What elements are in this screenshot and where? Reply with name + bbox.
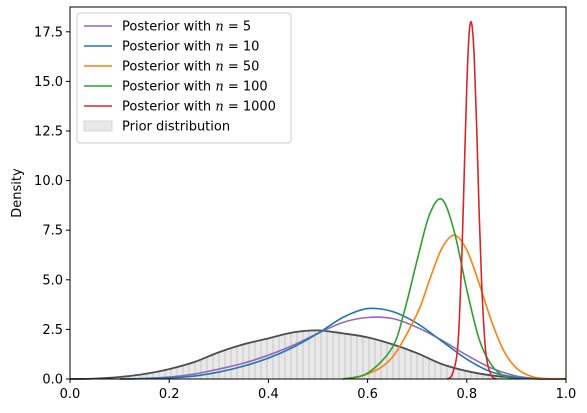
legend-prefix: Posterior with bbox=[122, 100, 215, 115]
y-tick-label: 17.5 bbox=[34, 25, 63, 40]
y-tick-label: 2.5 bbox=[42, 323, 63, 338]
x-tick-label: 0.2 bbox=[159, 387, 180, 402]
series-line-2 bbox=[342, 234, 567, 380]
legend-var: n bbox=[215, 100, 223, 115]
y-tick-label: 12.5 bbox=[34, 125, 63, 140]
x-axis: 0.0 0.2 0.4 0.6 0.8 1.0 bbox=[60, 379, 577, 402]
x-tick-label: 1.0 bbox=[556, 387, 577, 402]
prior-line bbox=[69, 329, 567, 380]
legend-value: 50 bbox=[243, 60, 260, 75]
legend-var: n bbox=[215, 80, 223, 95]
legend-prefix: Posterior with bbox=[122, 20, 215, 35]
legend-label-1: Posterior with n = 10 bbox=[122, 40, 259, 55]
axes-frame bbox=[69, 6, 567, 380]
legend-var: n bbox=[215, 60, 223, 75]
legend-value: 1000 bbox=[243, 100, 276, 115]
legend-label-4: Posterior with n = 1000 bbox=[122, 100, 276, 115]
legend-value: 100 bbox=[243, 80, 268, 95]
legend-prefix: Posterior with bbox=[122, 60, 215, 75]
legend-var: n bbox=[215, 20, 223, 35]
series-line-0 bbox=[119, 316, 542, 380]
y-axis-label: Density bbox=[10, 168, 25, 218]
prior-hatch bbox=[70, 330, 566, 379]
plot-area bbox=[69, 20, 567, 380]
legend-swatch-prior bbox=[83, 120, 113, 132]
legend-label-3: Posterior with n = 100 bbox=[122, 80, 268, 95]
y-axis: 0.0 2.5 5.0 7.5 10.0 12.5 15.0 17.5 bbox=[34, 25, 70, 388]
legend-var: n bbox=[215, 40, 223, 55]
legend-prefix: Posterior with bbox=[122, 40, 215, 55]
x-tick-label: 0.0 bbox=[60, 387, 81, 402]
legend-eq: = bbox=[224, 60, 243, 75]
legend-value: 10 bbox=[243, 40, 260, 55]
legend-label-prior: Prior distribution bbox=[122, 120, 230, 135]
legend-box bbox=[76, 12, 292, 144]
y-tick-label: 5.0 bbox=[42, 273, 63, 288]
y-tick-label: 7.5 bbox=[42, 224, 63, 239]
legend-prefix: Posterior with bbox=[122, 80, 215, 95]
series-line-4 bbox=[446, 20, 497, 380]
series-line-3 bbox=[342, 198, 517, 380]
series-line-1 bbox=[119, 307, 542, 380]
legend-label-0: Posterior with n = 5 bbox=[122, 20, 251, 35]
y-tick-label: 10.0 bbox=[34, 174, 63, 189]
x-tick-label: 0.4 bbox=[258, 387, 279, 402]
legend-eq: = bbox=[224, 80, 243, 95]
y-tick-label: 15.0 bbox=[34, 75, 63, 90]
x-tick-label: 0.8 bbox=[456, 387, 477, 402]
y-tick-label: 0.0 bbox=[42, 373, 63, 388]
legend-eq: = bbox=[224, 40, 243, 55]
legend-eq: = bbox=[224, 20, 243, 35]
legend-value: 5 bbox=[243, 20, 251, 35]
legend-eq: = bbox=[224, 100, 243, 115]
legend-label-2: Posterior with n = 50 bbox=[122, 60, 259, 75]
x-tick-label: 0.6 bbox=[357, 387, 378, 402]
